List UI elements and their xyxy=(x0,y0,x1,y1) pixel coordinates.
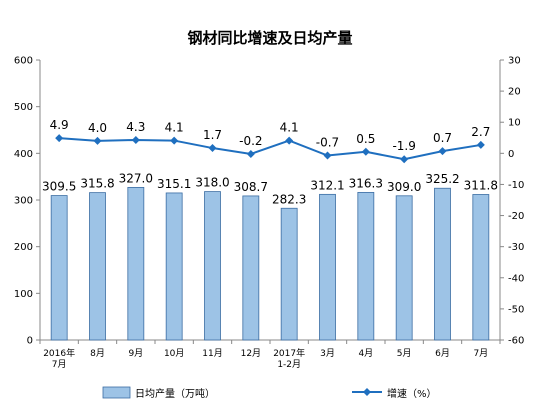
line-point xyxy=(438,147,447,156)
line-value-label: 0.7 xyxy=(433,131,452,145)
line-point xyxy=(55,134,64,143)
y-left-tick-label: 100 xyxy=(14,289,33,300)
y-left-tick-label: 0 xyxy=(27,336,33,347)
y-right-tick-label: -30 xyxy=(508,242,524,253)
axes: 0 100 200 300 400 500 600 -60 -50 -40 -30 -20 -10 0 10… xyxy=(14,56,524,371)
x-tick-label: 11月 xyxy=(202,348,222,359)
line-point xyxy=(361,147,370,156)
line-point xyxy=(208,144,217,153)
x-tick-label: 6月 xyxy=(435,348,450,359)
line-value-label: -0.2 xyxy=(239,134,262,148)
legend-bar-label: 日均产量（万吨） xyxy=(135,387,215,400)
x-tick-label: 7月 xyxy=(473,348,488,359)
line-value-label: 4.0 xyxy=(88,121,107,135)
bar xyxy=(357,191,375,341)
y-right-tick-label: -20 xyxy=(508,211,524,222)
legend-line-label: 增速（%） xyxy=(387,387,437,400)
chart-title: 钢材同比增速及日均产量 xyxy=(187,29,352,47)
x-tick-label: 2017年 1-2月 xyxy=(273,347,305,370)
legend-bar-swatch xyxy=(102,386,131,399)
x-tick-label: 8月 xyxy=(90,348,105,359)
line-point xyxy=(323,151,332,160)
bar xyxy=(472,194,490,341)
x-tick-label: 4月 xyxy=(358,348,373,359)
bar xyxy=(127,186,145,341)
legend-line-marker xyxy=(363,388,371,396)
bar xyxy=(242,195,260,341)
bar-value-label: 318.0 xyxy=(195,176,229,190)
y-right-tick-label: 0 xyxy=(508,149,514,160)
x-tick-label: 10月 xyxy=(164,348,184,359)
y-left-tick-label: 200 xyxy=(14,242,33,253)
bar xyxy=(395,195,413,341)
x-tick-label: 2016年 7月 xyxy=(43,347,75,370)
line-point xyxy=(170,136,179,145)
line-series xyxy=(55,134,485,164)
bar xyxy=(89,192,106,341)
line-value-label: 0.5 xyxy=(356,132,375,146)
line-value-label: -0.7 xyxy=(316,136,339,150)
line-point xyxy=(400,155,409,164)
x-tick-label: 9月 xyxy=(128,348,143,359)
line-path xyxy=(59,137,481,161)
line-value-label: 4.3 xyxy=(126,120,145,134)
bar-value-label: 316.3 xyxy=(349,176,383,190)
line-value-label: -1.9 xyxy=(392,139,415,153)
bar xyxy=(165,192,183,341)
y-right-tick-label: -60 xyxy=(508,336,524,347)
bar-value-label: 325.2 xyxy=(425,172,459,186)
data-labels: 309.5 315.8 327.0 315.1 318.0 308.7 282.3 312.1… xyxy=(42,118,498,206)
line-value-label: 4.1 xyxy=(280,121,299,135)
bar-series xyxy=(50,186,490,341)
line-point xyxy=(93,136,102,145)
y-right-tick-label: 20 xyxy=(508,87,521,98)
line-point xyxy=(476,140,485,149)
y-right-tick-label: 10 xyxy=(508,118,521,129)
bar xyxy=(434,187,451,341)
bar-value-label: 311.8 xyxy=(464,178,498,192)
line-value-label: 2.7 xyxy=(471,125,490,139)
line-point xyxy=(246,149,255,158)
y-right-tick-label: -10 xyxy=(508,180,524,191)
line-value-label: 4.9 xyxy=(50,118,69,132)
line-value-label: 4.1 xyxy=(165,121,184,135)
y-right-tick-label: -50 xyxy=(508,304,524,315)
bar xyxy=(319,193,336,341)
bar-value-label: 315.8 xyxy=(80,177,114,191)
x-tick-label: 5月 xyxy=(397,348,412,359)
y-left-tick-label: 500 xyxy=(14,102,33,113)
bar-value-label: 308.7 xyxy=(234,180,268,194)
bar-value-label: 327.0 xyxy=(119,171,153,185)
line-value-label: 1.7 xyxy=(203,128,222,142)
x-tick-label: 3月 xyxy=(320,348,335,359)
bar xyxy=(50,195,68,341)
legend: 日均产量（万吨） 增速（%） xyxy=(102,386,437,400)
bar-value-label: 309.5 xyxy=(42,180,76,194)
line-point xyxy=(131,135,140,144)
y-right-tick-label: 30 xyxy=(508,56,521,67)
bar xyxy=(204,191,221,341)
y-left-tick-label: 400 xyxy=(14,149,33,160)
y-right-tick-label: -40 xyxy=(508,273,524,284)
bar-value-label: 315.1 xyxy=(157,177,191,191)
x-tick-label: 12月 xyxy=(241,348,261,359)
y-left-tick-label: 600 xyxy=(14,56,33,67)
line-point xyxy=(285,136,294,145)
bar-value-label: 312.1 xyxy=(310,178,344,192)
bar-value-label: 309.0 xyxy=(387,180,421,194)
bar xyxy=(280,207,298,341)
y-left-tick-label: 300 xyxy=(14,196,33,207)
bar-value-label: 282.3 xyxy=(272,192,306,206)
